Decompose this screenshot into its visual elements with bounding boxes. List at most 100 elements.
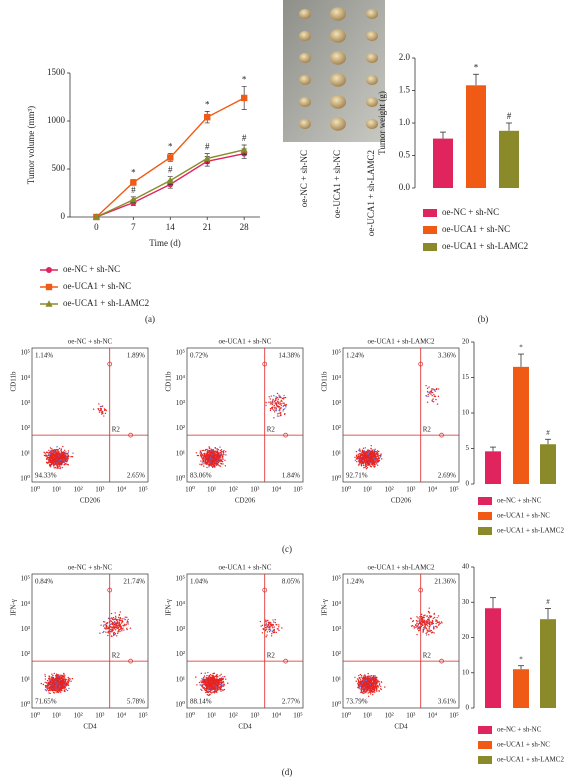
event-dot (427, 393, 429, 396)
event-dot (359, 688, 361, 690)
event-dot (204, 458, 206, 460)
event-dot (204, 454, 206, 456)
event-dot (359, 685, 361, 688)
flow-x-tick-label: 10⁴ (117, 712, 127, 720)
event-dot (362, 690, 365, 693)
event-dot (376, 450, 379, 452)
flow-y-label: IFN-γ (10, 599, 18, 616)
event-dot (359, 678, 362, 680)
event-dot (378, 681, 380, 683)
event-dot (361, 680, 363, 683)
event-dot (121, 630, 123, 632)
event-dot (369, 452, 371, 455)
event-dot (61, 454, 63, 456)
event-dot (370, 690, 373, 692)
event-dot (275, 410, 278, 412)
event-dot (227, 682, 229, 684)
event-dot (102, 412, 104, 415)
legend-marker (46, 267, 52, 273)
event-dot (367, 454, 369, 457)
event-dot (117, 619, 119, 621)
event-dot (211, 456, 213, 458)
event-dot (372, 677, 374, 679)
event-dot (370, 461, 373, 463)
quadrant-percent: 5.78% (127, 698, 145, 706)
event-dot (56, 450, 59, 452)
event-dot (54, 681, 56, 683)
event-dot (72, 452, 74, 454)
event-dot (437, 388, 440, 390)
flow-x-tick-label: 10⁴ (272, 486, 282, 494)
event-dot (63, 682, 65, 684)
event-dot (48, 449, 50, 452)
event-dot (370, 686, 373, 689)
event-dot (356, 461, 358, 463)
flow-y-tick-label: 10⁴ (332, 374, 342, 382)
event-dot (201, 461, 204, 463)
event-dot (57, 691, 60, 694)
event-dot (115, 625, 117, 627)
event-dot (362, 688, 364, 690)
quadrant-percent: 1.14% (35, 352, 53, 360)
event-dot (224, 465, 227, 467)
significance: # (131, 185, 136, 195)
event-dot (367, 677, 369, 679)
flow-x-tick-label: 10⁴ (428, 486, 438, 494)
event-dot (284, 396, 287, 399)
event-dot (370, 679, 372, 682)
flow-y-tick-label: 10⁵ (21, 349, 31, 357)
event-dot (372, 678, 374, 681)
event-dot (271, 632, 273, 635)
event-dot (111, 621, 114, 624)
event-dot (102, 625, 105, 627)
event-dot (367, 461, 370, 463)
flow-x-tick-label: 10² (385, 486, 394, 494)
y-tick-label: 0.0 (399, 182, 411, 192)
event-dot (105, 631, 107, 633)
event-dot (103, 627, 106, 629)
event-dot (201, 449, 203, 452)
event-dot (53, 461, 55, 463)
event-dot (360, 689, 363, 692)
event-dot (110, 617, 113, 619)
event-dot (200, 454, 202, 456)
flow-x-label: CD4 (238, 723, 252, 731)
marker (167, 154, 174, 161)
flow-y-tick-label: 10³ (176, 625, 185, 633)
event-dot (282, 410, 284, 412)
event-dot (105, 627, 108, 629)
event-dot (44, 681, 46, 684)
event-dot (366, 681, 369, 684)
significance: * (474, 62, 479, 72)
event-dot (366, 464, 368, 466)
event-dot (211, 676, 213, 678)
event-dot (61, 461, 64, 463)
tumor (299, 8, 311, 20)
event-dot (358, 677, 361, 679)
event-dot (220, 681, 223, 683)
event-dot (272, 631, 275, 634)
event-dot (126, 627, 128, 629)
event-dot (116, 632, 119, 635)
event-dot (278, 624, 280, 626)
significance: * (519, 344, 523, 352)
event-dot (65, 460, 68, 463)
gate-handle (418, 361, 424, 367)
event-dot (363, 686, 365, 689)
gate-handle (107, 587, 113, 593)
legend-swatch (478, 512, 492, 520)
y-tick-label: 1000 (47, 115, 66, 125)
event-dot (56, 682, 59, 685)
legend-label: oe-UCA1 + sh-NC (442, 224, 510, 234)
event-dot (53, 451, 55, 453)
flow-x-label: CD206 (235, 497, 256, 505)
event-dot (208, 461, 210, 463)
event-dot (57, 683, 59, 686)
event-dot (266, 626, 268, 628)
event-dot (279, 395, 281, 397)
event-dot (112, 629, 114, 631)
event-dot (362, 679, 365, 682)
event-dot (60, 679, 62, 682)
event-dot (361, 449, 364, 451)
event-dot (268, 628, 270, 630)
